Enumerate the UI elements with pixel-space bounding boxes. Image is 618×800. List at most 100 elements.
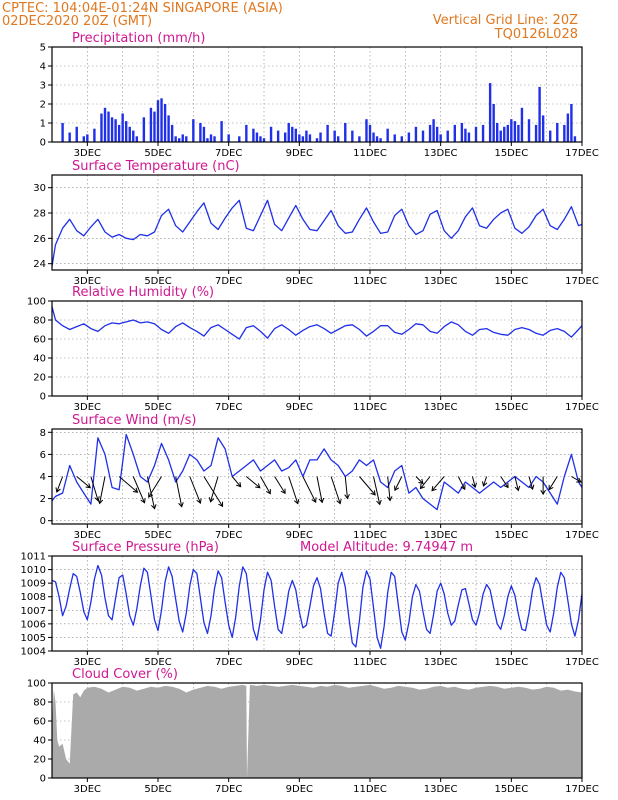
cloud-cover-area (52, 684, 582, 778)
series-line (51, 564, 583, 649)
y-tick-label: 1005 (21, 633, 46, 644)
wind-arrow (316, 476, 323, 503)
x-tick-label: 17DEC (565, 148, 599, 159)
wind-arrow-head (178, 502, 184, 508)
precip-bar (308, 134, 312, 142)
wind-arrow (528, 476, 534, 490)
x-tick-label: 7DEC (215, 784, 242, 795)
precip-bar (269, 126, 273, 142)
precip-bar (170, 124, 174, 142)
precip-bar (227, 134, 230, 142)
wind-arrow-head (503, 482, 509, 489)
wind-arrow (288, 476, 299, 504)
precip-bar (333, 130, 336, 142)
precip-bar (467, 132, 471, 142)
y-tick-label: 60 (33, 335, 46, 346)
x-tick-label: 15DEC (494, 276, 528, 287)
y-tick-label: 1 (40, 119, 46, 130)
precip-bar (375, 136, 379, 142)
x-tick-label: 17DEC (565, 402, 599, 413)
y-tick-label: 100 (27, 297, 46, 308)
series-line (51, 433, 583, 511)
x-tick-label: 13DEC (424, 784, 458, 795)
header-model-id: TQ0126L028 (494, 27, 578, 42)
wind-arrow-head (97, 498, 104, 505)
x-tick-label: 9DEC (286, 148, 313, 159)
precip-bar (107, 111, 110, 142)
precip-bar (252, 128, 255, 142)
y-tick-label: 20 (33, 755, 46, 766)
y-tick-label: 4 (40, 472, 46, 483)
y-tick-label: 0 (40, 392, 46, 403)
panel-frame (51, 174, 583, 271)
wind-arrow-head (576, 477, 582, 483)
precip-bar (481, 124, 485, 142)
precip-bar (393, 134, 396, 142)
wind-arrow-head (280, 488, 286, 495)
x-tick-label: 13DEC (424, 402, 458, 413)
wind-arrow (118, 476, 138, 493)
precip-bar (132, 130, 135, 142)
precip-bar (549, 130, 552, 142)
precip-bar (337, 136, 340, 142)
wind-arrow-head (236, 481, 242, 488)
wind-arrow-head (540, 489, 546, 496)
precip-bar (199, 123, 202, 142)
precip-bar (432, 119, 435, 142)
x-tick-label: 11DEC (353, 530, 387, 541)
wind-arrow-head (418, 478, 424, 485)
panel-frame (51, 682, 583, 779)
precip-bar (305, 130, 308, 142)
x-tick-label: 3DEC (74, 657, 101, 668)
y-tick-label: 2 (40, 494, 46, 505)
precip-bar (464, 128, 467, 142)
wind-arrow-head (481, 481, 488, 487)
precip-bar (153, 111, 156, 142)
y-tick-label: 3 (40, 81, 46, 92)
y-tick-label: 5 (40, 43, 46, 54)
precip-bar (407, 132, 411, 142)
x-tick-label: 17DEC (565, 784, 599, 795)
precip-bar (121, 113, 124, 142)
precip-bar (563, 124, 566, 142)
precip-bar (534, 124, 538, 142)
x-tick-label: 15DEC (494, 148, 528, 159)
wind-arrow-head (318, 497, 325, 504)
title-precipitation: Precipitation (mm/h) (72, 31, 205, 46)
x-tick-label: 11DEC (353, 784, 387, 795)
relative-humidity-panel: 0 20 40 60 80 100 3DEC 5DEC 7DEC 9DEC 11DEC 13DEC 15… (27, 285, 599, 413)
precip-bar (255, 132, 259, 142)
precipitation-panel: 0 1 2 3 4 5 3DEC 5DEC 7DEC 9DEC 11DEC 13DEC 15DEC 17D… (40, 31, 599, 159)
wind-arrow (415, 476, 424, 484)
precip-bar (379, 138, 382, 142)
x-tick-label: 11DEC (353, 402, 387, 413)
wind-arrow-head (528, 484, 535, 491)
precip-bar (556, 123, 559, 142)
wind-arrow-head (265, 489, 271, 495)
x-tick-label: 15DEC (494, 530, 528, 541)
precip-bar (192, 119, 195, 142)
wind-arrow-head (150, 504, 157, 510)
x-tick-label: 13DEC (424, 530, 458, 541)
x-tick-label: 3DEC (74, 530, 101, 541)
precip-bar (414, 126, 418, 142)
title-surface-pressure: Surface Pressure (hPa) (72, 540, 219, 555)
surface-wind-panel: 0 2 4 6 8 3DEC 5DEC 7DEC 9DEC 11DEC 13DEC 15DEC 17DE… (40, 413, 599, 541)
precip-bar (284, 132, 287, 142)
y-tick-label: 0 (40, 138, 46, 149)
precip-bar (262, 138, 266, 142)
precip-bar (167, 115, 170, 142)
y-tick-label: 20 (33, 373, 46, 384)
wind-arrow (148, 476, 162, 498)
y-tick-label: 2 (40, 100, 46, 111)
y-tick-label: 1007 (21, 606, 46, 617)
precip-bar (276, 130, 280, 142)
wind-arrow (274, 476, 286, 494)
wind-arrow (231, 476, 242, 487)
wind-arrow (132, 476, 145, 503)
precip-bar (435, 126, 439, 142)
wind-arrow (56, 476, 64, 493)
y-tick-label: 24 (33, 259, 46, 270)
precip-bar (93, 128, 96, 142)
y-tick-label: 80 (33, 698, 46, 709)
